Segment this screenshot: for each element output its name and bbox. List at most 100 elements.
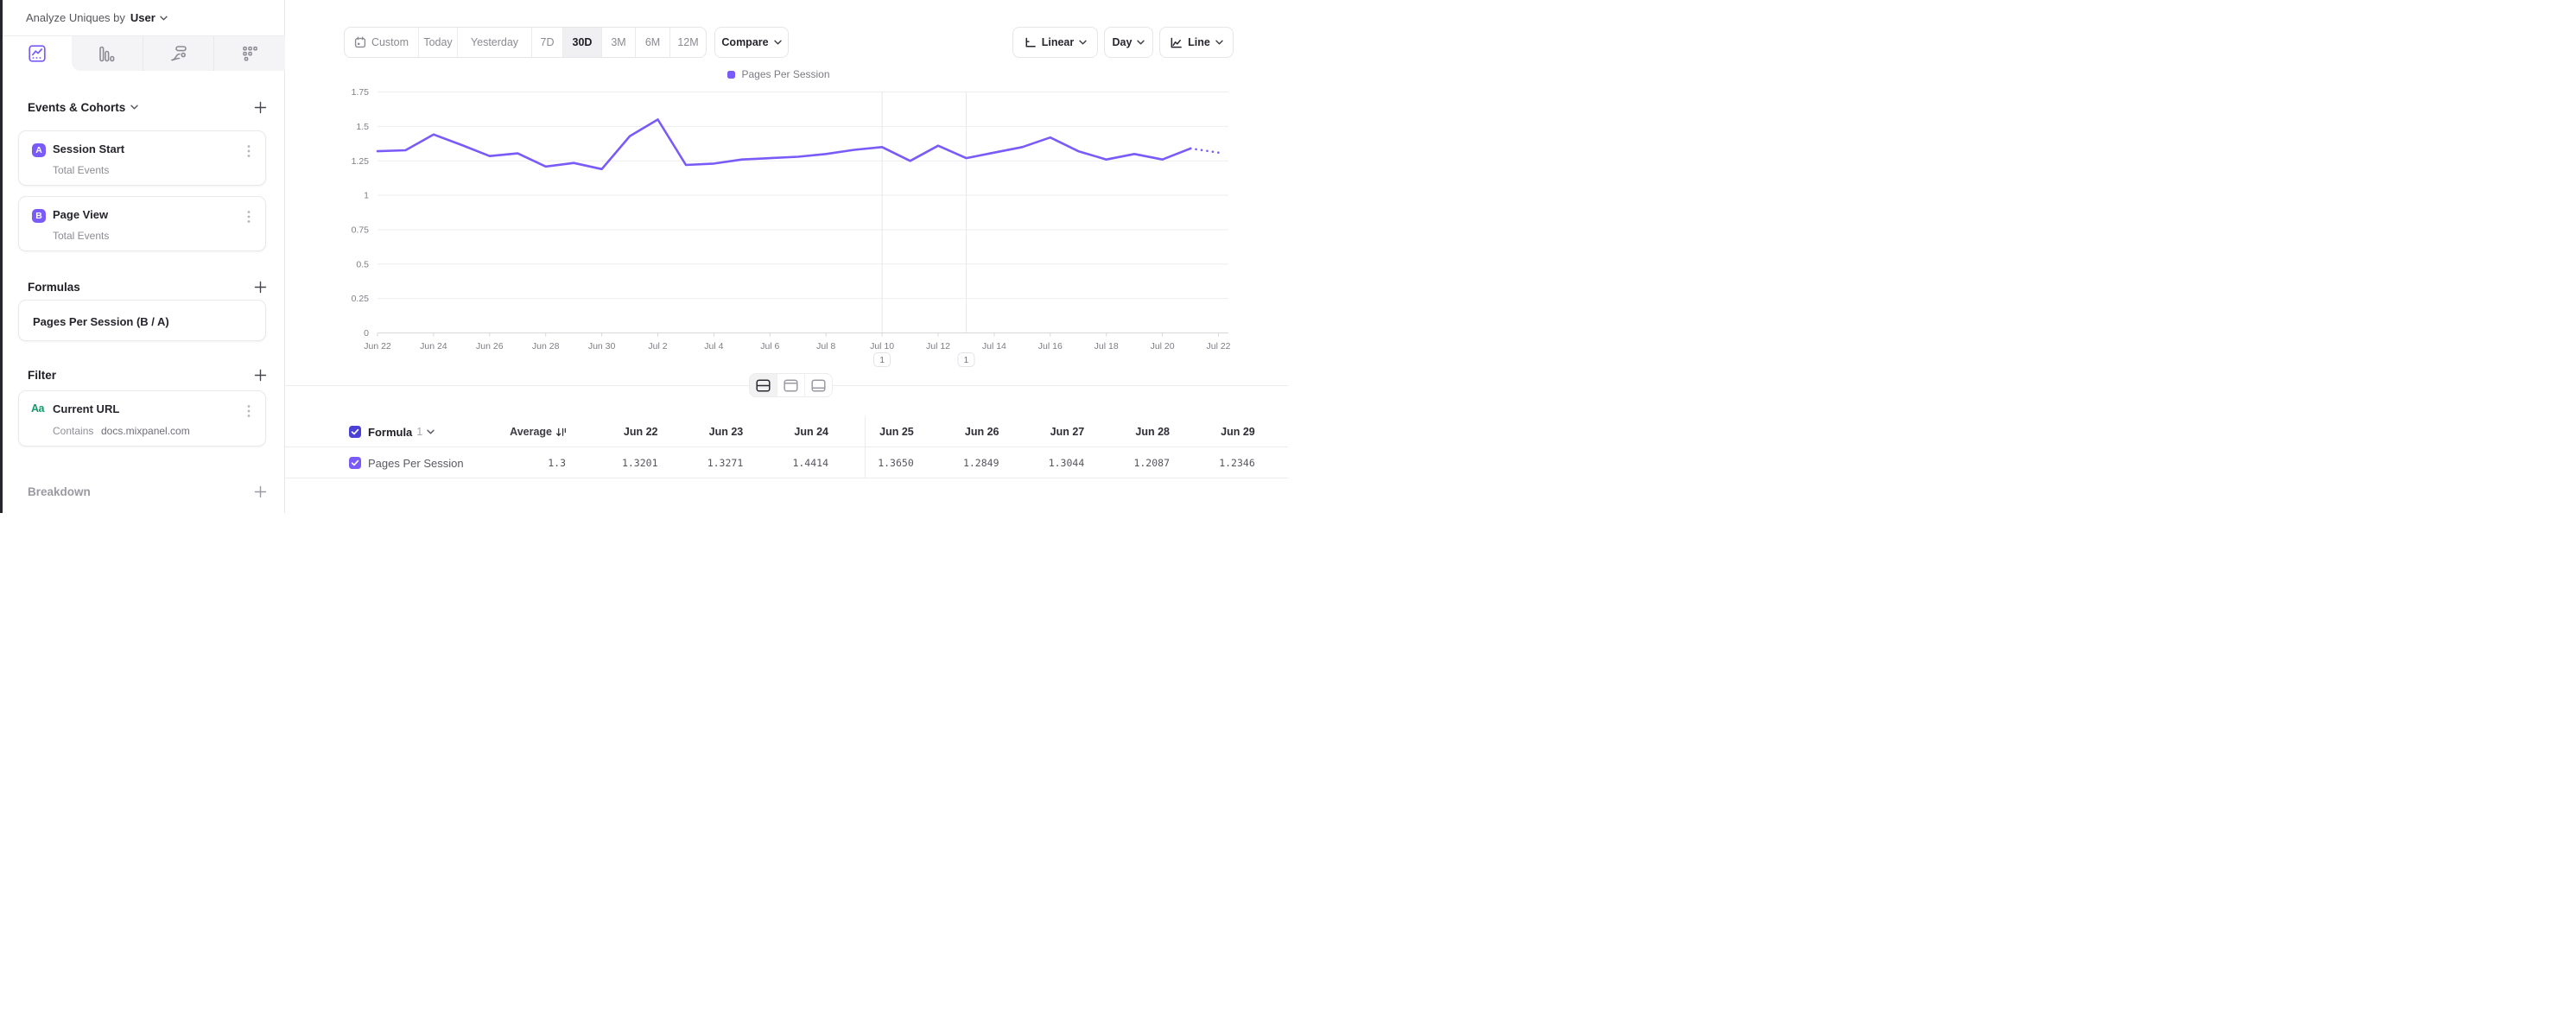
breakdown-section-title: Breakdown: [28, 484, 91, 498]
series-name: Pages Per Session: [368, 456, 464, 470]
plus-icon: [254, 281, 266, 293]
report-canvas: Custom Today Yesterday 7D 30D 3M 6M 12M Compare…: [285, 0, 1288, 513]
string-property-icon: Aa: [31, 402, 44, 415]
event-card-page-view[interactable]: B Page View Total Events: [18, 196, 266, 251]
range-label: 7D: [540, 36, 555, 48]
events-section-header: Events & Cohorts: [28, 98, 267, 116]
add-event-button[interactable]: [253, 100, 267, 114]
add-breakdown-button[interactable]: [253, 484, 267, 498]
select-all-checkbox[interactable]: [349, 426, 361, 438]
formula-group-index: 1: [416, 426, 423, 438]
add-formula-button[interactable]: [253, 280, 267, 294]
tab-flows[interactable]: [142, 36, 214, 71]
range-3m[interactable]: 3M: [601, 28, 635, 57]
filter-operator[interactable]: Contains: [53, 425, 94, 437]
tab-retention[interactable]: [213, 36, 285, 71]
range-yesterday[interactable]: Yesterday: [457, 28, 531, 57]
line-chart[interactable]: 0 0.25 0.5 0.75 1 1.25 1.5 1.75 Jun 22 Jun 24 Jun …: [285, 0, 1288, 513]
formula-card[interactable]: Pages Per Session (B / A): [18, 300, 266, 341]
tab-insights[interactable]: [3, 36, 72, 71]
event-card-session-start[interactable]: A Session Start Total Events: [18, 130, 266, 186]
range-custom[interactable]: Custom: [345, 28, 418, 57]
chart-type-tabs-unselected: [72, 36, 285, 71]
average-label: Average: [510, 426, 552, 438]
flows-icon: [170, 46, 187, 61]
table-data-row[interactable]: Pages Per Session 1.3 1.3201 1.3271 1.4414…: [285, 447, 1288, 478]
date-column-header[interactable]: Jun 24: [794, 426, 828, 438]
date-column-header[interactable]: Jun 27: [1050, 426, 1085, 438]
kebab-menu-icon[interactable]: [243, 403, 255, 419]
date-range-control: Custom Today Yesterday 7D 30D 3M 6M 12M: [344, 27, 707, 58]
sort-descending-icon: [556, 428, 566, 436]
table-column-divider: [865, 416, 866, 478]
chevron-down-icon: [160, 16, 168, 21]
chevron-down-icon: [130, 104, 138, 110]
filter-value[interactable]: docs.mixpanel.com: [101, 425, 190, 437]
date-column-header[interactable]: Jun 29: [1221, 426, 1255, 438]
filter-section-title: Filter: [28, 368, 57, 382]
average-column-header[interactable]: Average: [510, 416, 567, 447]
y-axis-tick-label: 0.75: [352, 225, 370, 235]
date-column-header[interactable]: Jun 26: [964, 426, 999, 438]
kebab-menu-icon[interactable]: [243, 209, 255, 225]
table-cell-value: 1.2087: [1133, 457, 1170, 469]
y-axis-tick-label: 0: [364, 328, 369, 339]
layout-table-only-button[interactable]: [804, 374, 832, 396]
annotation-chip[interactable]: [957, 352, 975, 367]
add-filter-button[interactable]: [253, 368, 267, 382]
range-12m[interactable]: 12M: [669, 28, 706, 57]
annotation-chip-label: 1: [964, 356, 969, 365]
range-7d[interactable]: 7D: [531, 28, 562, 57]
date-column-header[interactable]: Jun 28: [1135, 426, 1170, 438]
event-aggregation[interactable]: Total Events: [53, 230, 110, 242]
collapsed-nav-edge: [0, 0, 3, 513]
annotation-chip[interactable]: [873, 352, 891, 367]
y-scale-button[interactable]: Linear: [1012, 27, 1098, 58]
event-aggregation[interactable]: Total Events: [53, 164, 110, 176]
insights-line-chart-icon: [29, 45, 46, 62]
x-axis-tick-label: Jul 18: [1094, 341, 1119, 352]
date-column-header[interactable]: Jun 23: [708, 426, 744, 438]
series-badge-a: A: [32, 143, 46, 157]
line-chart-icon: [1171, 37, 1183, 48]
y-axis-tick-label: 1.25: [352, 156, 370, 167]
date-column-header[interactable]: Jun 22: [623, 426, 658, 438]
table-cell-value: 1.4414: [792, 457, 828, 469]
chart-type-tabs: [3, 36, 285, 71]
series-checkbox[interactable]: [349, 457, 361, 469]
x-axis-tick-label: Jul 16: [1038, 341, 1063, 352]
analyze-by-selector[interactable]: User: [130, 11, 168, 24]
compare-button[interactable]: Compare: [714, 27, 789, 58]
formulas-section-header: Formulas: [28, 278, 267, 295]
visualization-label: Line: [1188, 36, 1210, 48]
range-label: Custom: [371, 36, 409, 48]
series-line-incomplete[interactable]: [1189, 147, 1220, 154]
formula-group-selector[interactable]: Formula 1: [368, 416, 435, 447]
x-axis-tick-label: Jul 2: [648, 341, 667, 352]
y-axis-tick-label: 1: [364, 191, 369, 201]
filter-card-current-url[interactable]: Aa Current URL Contains docs.mixpanel.co…: [18, 390, 266, 446]
filter-section-header: Filter: [28, 366, 267, 383]
tab-bar-chart[interactable]: [72, 36, 143, 71]
range-today[interactable]: Today: [418, 28, 457, 57]
visualization-button[interactable]: Line: [1159, 27, 1234, 58]
x-axis-tick-label: Jun 30: [588, 341, 616, 352]
range-30d[interactable]: 30D: [562, 28, 601, 57]
x-axis-tick-label: Jul 22: [1206, 341, 1230, 352]
y-axis-tick-label: 1.75: [352, 87, 370, 98]
time-interval-button[interactable]: Day: [1104, 27, 1153, 58]
legend-label: Pages Per Session: [741, 68, 830, 80]
chart-legend[interactable]: Pages Per Session: [353, 68, 1204, 80]
annotation-chip-label: 1: [879, 356, 885, 365]
range-6m[interactable]: 6M: [635, 28, 669, 57]
retention-grid-icon: [242, 46, 257, 60]
date-column-header[interactable]: Jun 25: [879, 426, 914, 438]
layout-chart-only-button[interactable]: [777, 374, 804, 396]
events-section-title[interactable]: Events & Cohorts: [28, 101, 138, 114]
layout-split-button[interactable]: [750, 374, 777, 396]
range-label: 6M: [644, 36, 661, 48]
kebab-menu-icon[interactable]: [243, 143, 255, 159]
layout-top-icon: [784, 378, 798, 392]
table-cell-value: 1.3201: [621, 457, 658, 469]
series-line[interactable]: [376, 118, 1192, 171]
